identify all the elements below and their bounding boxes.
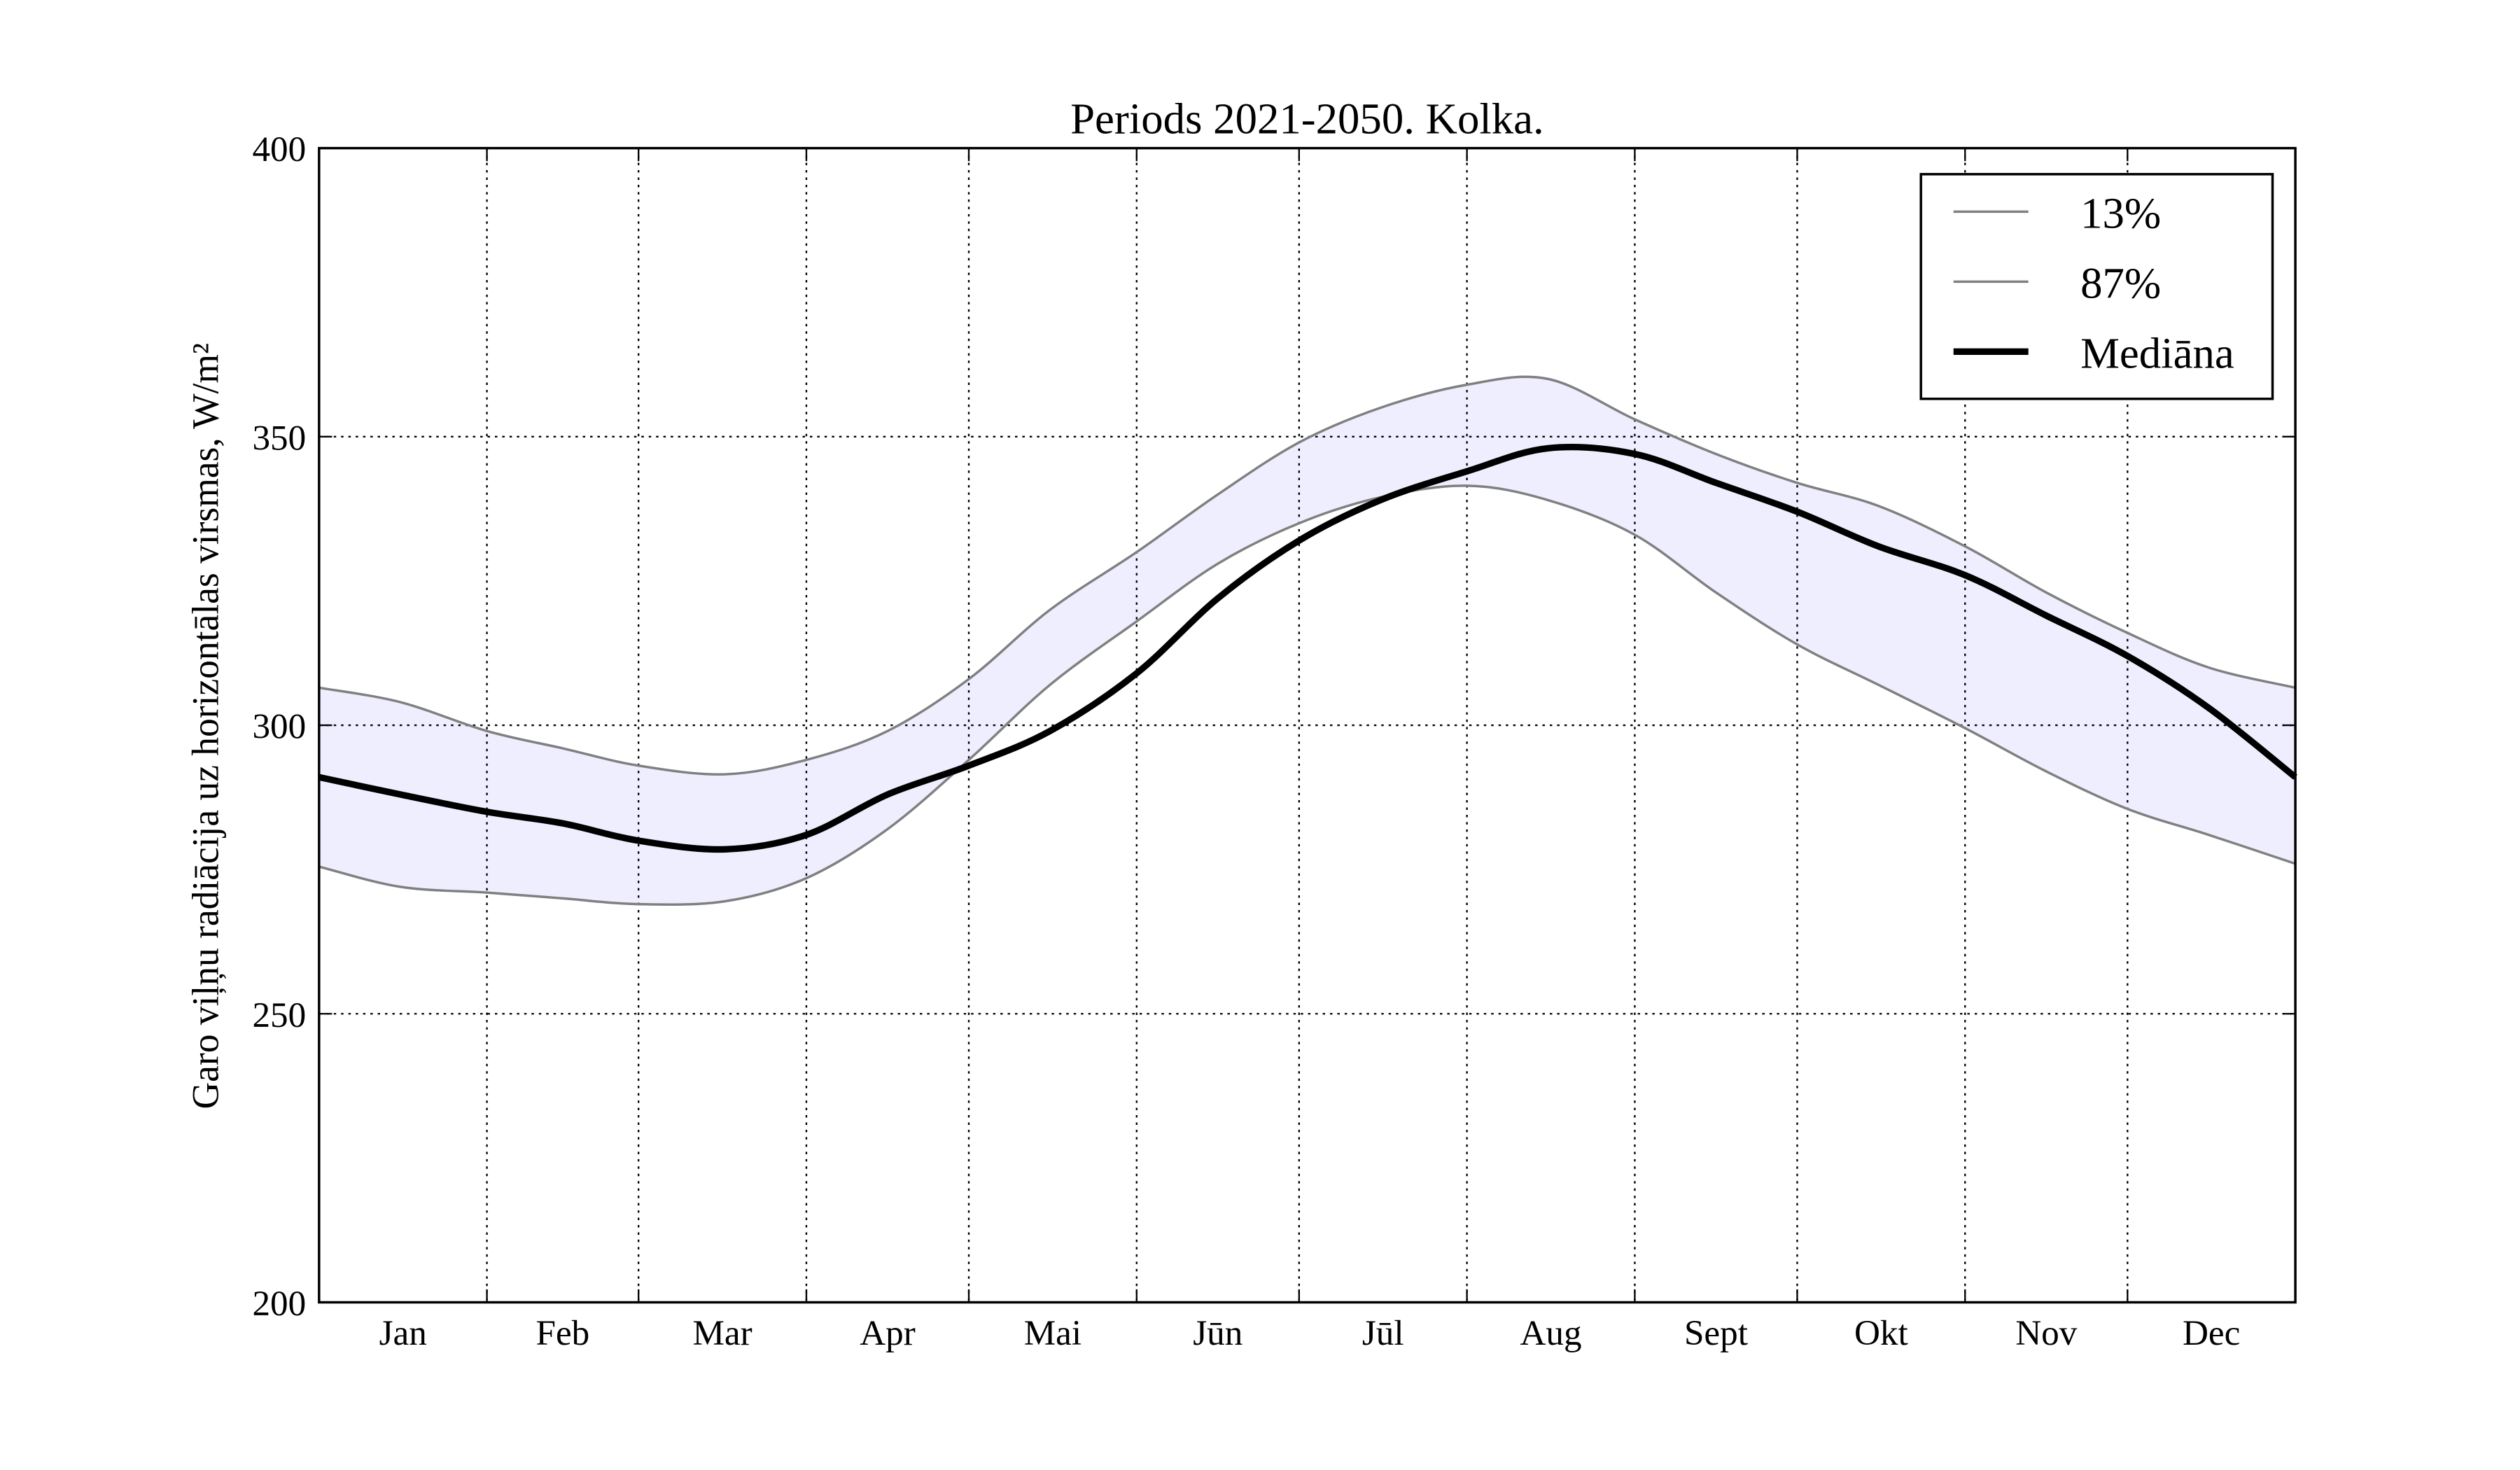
x-tick-label: Aug <box>1520 1313 1581 1353</box>
band <box>318 377 2296 905</box>
x-tick-label: Apr <box>860 1313 916 1353</box>
x-tick-label: Dec <box>2183 1313 2240 1353</box>
x-tick-label: Jan <box>379 1313 427 1353</box>
x-tick-label: Okt <box>1854 1313 1908 1353</box>
y-tick-label: 350 <box>252 418 306 458</box>
y-tick-label: 400 <box>252 130 306 169</box>
line <box>318 444 2297 853</box>
x-tick-label: Jūl <box>1362 1313 1404 1353</box>
chart-title: Periods 2021-2050. Kolka. <box>1070 94 1544 144</box>
plot-frame <box>318 146 2297 1304</box>
y-axis-label: Garo viļņu radiācija uz horizontālas vir… <box>185 343 227 1110</box>
legend-label: 13% <box>2080 189 2161 238</box>
legend-label: Mediāna <box>2080 329 2234 378</box>
x-tick-label: Jūn <box>1193 1313 1242 1353</box>
y-tick-label: 200 <box>252 1284 306 1324</box>
legend-label: 87% <box>2080 259 2161 308</box>
line <box>318 484 2296 906</box>
line <box>318 375 2296 776</box>
x-tick-label: Mai <box>1024 1313 1082 1353</box>
y-tick-label: 300 <box>252 707 306 747</box>
x-tick-label: Nov <box>2015 1313 2078 1353</box>
y-tick-label: 250 <box>252 995 306 1035</box>
x-tick-label: Feb <box>536 1313 590 1353</box>
x-tick-label: Mar <box>692 1313 752 1353</box>
x-tick-label: Sept <box>1684 1313 1748 1353</box>
